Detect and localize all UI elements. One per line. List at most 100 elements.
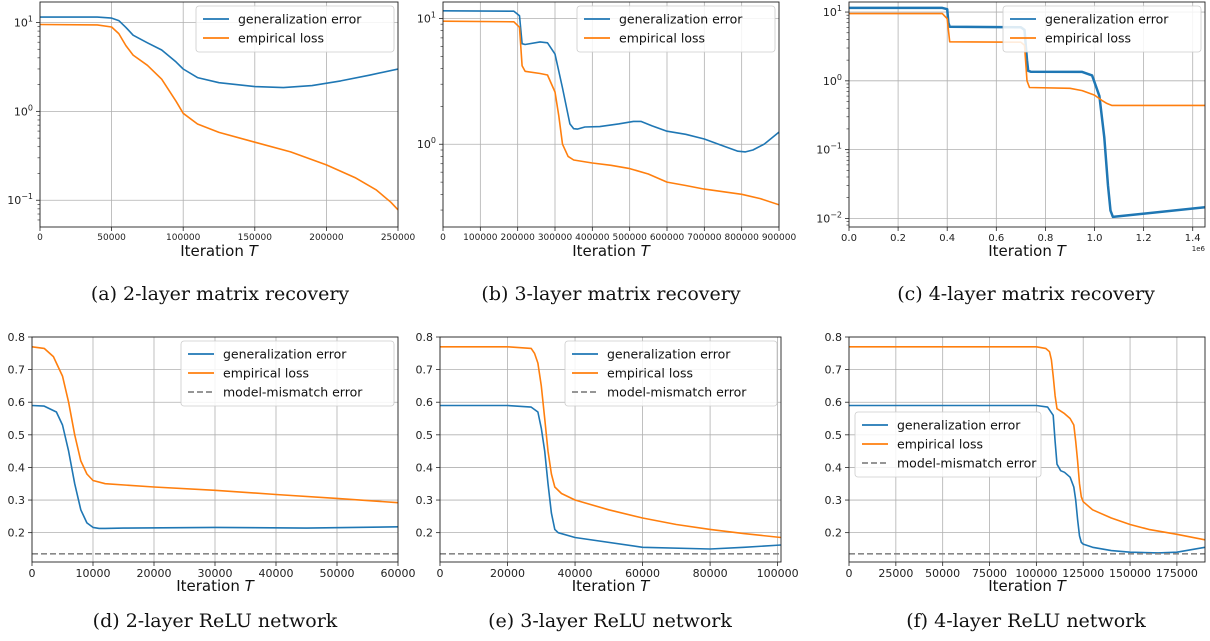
legend-box	[180, 340, 395, 407]
x-tick-label: 60000	[381, 567, 416, 580]
y-tick-label: 0.7	[825, 364, 843, 377]
x-tick-label: 100000	[757, 567, 799, 580]
x-tick-label: 200000	[309, 233, 344, 243]
legend-label: empirical loss	[619, 31, 705, 46]
x-tick-label: 60000	[625, 567, 660, 580]
y-tick-label: 0.7	[8, 364, 26, 377]
y-tick-label: 0.3	[825, 494, 843, 507]
x-tick-label: 30000	[198, 567, 233, 580]
series-line	[849, 12, 1205, 107]
legend-label: model-mismatch error	[607, 385, 747, 400]
x-tick-label: 0.8	[1037, 233, 1053, 244]
legend-label: model-mismatch error	[223, 385, 363, 400]
series-line	[849, 404, 1205, 554]
x-tick-label: 0	[437, 567, 444, 580]
series-line	[40, 16, 398, 89]
legend-label: empirical loss	[1045, 31, 1131, 46]
series-line	[40, 23, 398, 211]
series-line	[849, 346, 1205, 541]
x-tick-label: 0.2	[890, 233, 906, 244]
x-tick-label: 80000	[693, 567, 728, 580]
x-tick-label: 250000	[381, 233, 416, 243]
x-tick-label: 0.6	[988, 233, 1004, 244]
plot-frame	[848, 336, 1206, 563]
x-tick-label: 125000	[1062, 567, 1104, 580]
x-tick-label: 25000	[878, 567, 913, 580]
legend-label: empirical loss	[223, 366, 309, 381]
x-tick-label: 40000	[259, 567, 294, 580]
x-tick-label: 175000	[1156, 567, 1198, 580]
y-tick-label: 0.5	[416, 429, 434, 442]
legend-label: generalization error	[223, 347, 347, 362]
legend: generalization error empirical loss model-…	[180, 340, 395, 407]
y-tick-label: 0.5	[825, 429, 843, 442]
x-tick-label: 300000	[538, 233, 573, 243]
figure-caption: (d) 2-layer ReLU network	[93, 610, 338, 632]
x-tick-label: 700000	[687, 233, 722, 243]
legend-label: empirical loss	[897, 437, 983, 452]
y-tick-label: 0.2	[8, 527, 26, 540]
y-tick-label: 0.2	[416, 527, 434, 540]
x-tick-label: 150000	[238, 233, 273, 243]
y-tick-label: 0.4	[416, 461, 434, 474]
x-tick-label: 0.0	[841, 233, 857, 244]
legend-box	[195, 5, 395, 53]
legend-label: generalization error	[238, 12, 362, 27]
legend-label: model-mismatch error	[897, 456, 1037, 471]
y-tick-label: 0.3	[416, 494, 434, 507]
x-axis-label: Iteration T	[176, 577, 255, 595]
x-scale-note: 1e6	[1192, 245, 1206, 253]
figure-caption: (c) 4-layer matrix recovery	[897, 283, 1155, 305]
legend: generalization error empirical loss	[1002, 5, 1202, 53]
legend-label: generalization error	[1045, 12, 1169, 27]
x-axis-label: Iteration T	[988, 577, 1067, 595]
y-tick-label: 0.5	[8, 429, 26, 442]
y-tick-label: 0.8	[416, 331, 434, 344]
legend-box	[1002, 5, 1202, 53]
x-tick-label: 600000	[650, 233, 685, 243]
y-tick-label: 10−2	[816, 210, 842, 225]
x-tick-label: 50000	[320, 567, 355, 580]
series-line	[443, 20, 779, 206]
series-line	[849, 6, 1205, 219]
legend-box	[576, 5, 776, 53]
y-tick-label: 100	[14, 103, 33, 118]
legend-label: empirical loss	[238, 31, 324, 46]
x-tick-label: 200000	[500, 233, 535, 243]
series-line	[440, 404, 781, 550]
x-axis-label: Iteration T	[572, 577, 651, 595]
x-tick-label: 400000	[575, 233, 610, 243]
y-tick-label: 0.2	[825, 527, 843, 540]
chart-panel: 0 25000 50000 75000 100000 125000 150000 175000…	[825, 331, 1206, 632]
y-tick-label: 0.8	[8, 331, 26, 344]
figure-caption: (b) 3-layer matrix recovery	[481, 283, 740, 305]
y-tick-label: 0.3	[8, 494, 26, 507]
x-tick-label: 0	[440, 233, 446, 243]
y-tick-label: 0.6	[416, 396, 434, 409]
legend-box	[564, 340, 778, 407]
x-tick-label: 100000	[166, 233, 201, 243]
legend-box	[854, 411, 1042, 478]
plot-frame	[31, 336, 399, 563]
legend-label: empirical loss	[607, 366, 693, 381]
x-tick-label: 100000	[463, 233, 498, 243]
x-tick-label: 150000	[1109, 567, 1151, 580]
y-tick-label: 0.4	[8, 461, 26, 474]
y-tick-label: 0.7	[416, 364, 434, 377]
figure-caption: (a) 2-layer matrix recovery	[91, 283, 350, 305]
legend: generalization error empirical loss model-…	[564, 340, 778, 407]
x-axis-label: Iteration T	[180, 242, 259, 260]
x-tick-label: 1.0	[1087, 233, 1103, 244]
x-tick-label: 75000	[972, 567, 1007, 580]
plot-frame	[848, 1, 1206, 228]
legend-label: generalization error	[607, 347, 731, 362]
y-tick-label: 0.4	[825, 461, 843, 474]
chart-panel: 0 20000 40000 60000 80000 100000 0.2 0.3 0.4 0.5 0…	[416, 331, 799, 632]
legend-label: generalization error	[619, 12, 743, 27]
x-tick-label: 40000	[558, 567, 593, 580]
figure-caption: (f) 4-layer ReLU network	[906, 610, 1146, 632]
figure-caption: (e) 3-layer ReLU network	[488, 610, 732, 632]
x-tick-label: 50000	[97, 233, 126, 243]
series-line	[443, 10, 779, 153]
